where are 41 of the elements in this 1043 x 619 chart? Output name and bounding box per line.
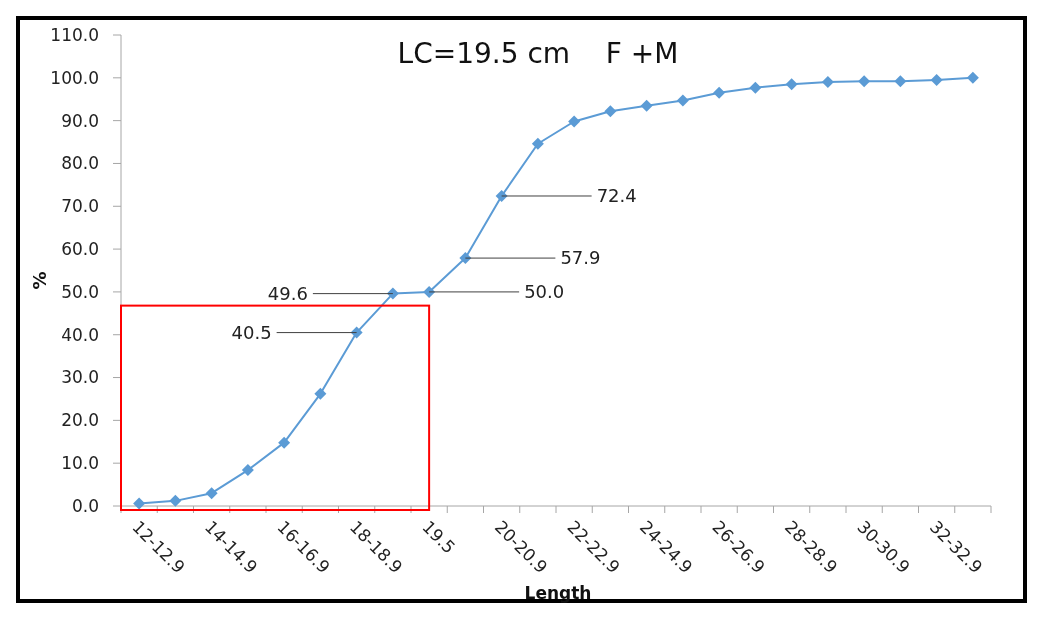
- y-tick-label: 50.0: [61, 281, 99, 302]
- point: [930, 73, 943, 86]
- data-label: 50.0: [524, 281, 565, 303]
- y-tick-label: 110.0: [50, 24, 99, 45]
- point: [749, 81, 762, 94]
- y-tick-label: 90.0: [61, 110, 99, 131]
- point: [821, 76, 834, 89]
- point: [894, 75, 907, 88]
- point: [133, 497, 146, 510]
- point: [568, 115, 581, 128]
- point: [640, 99, 653, 112]
- point: [278, 436, 291, 449]
- x-axis-title: Length: [524, 583, 592, 603]
- point: [241, 464, 254, 477]
- point: [676, 94, 689, 107]
- point: [169, 494, 182, 507]
- point: [966, 71, 979, 84]
- point: [858, 75, 871, 88]
- y-axis-title: %: [29, 271, 50, 290]
- point: [386, 287, 399, 300]
- y-tick-label: 100.0: [50, 67, 99, 88]
- chart-title: LC=19.5 cm F +M: [397, 37, 679, 70]
- y-tick-label: 60.0: [61, 239, 99, 260]
- y-tick-label: 10.0: [61, 453, 99, 474]
- data-label: 72.4: [596, 185, 637, 207]
- data-label: 49.6: [267, 282, 308, 304]
- data-label: 57.9: [560, 247, 601, 269]
- y-tick-label: 30.0: [61, 367, 99, 388]
- point: [713, 86, 726, 99]
- point: [314, 387, 327, 400]
- y-tick-label: 80.0: [61, 153, 99, 174]
- y-tick-label: 0.0: [71, 495, 99, 516]
- point: [205, 487, 218, 500]
- y-tick-label: 20.0: [61, 410, 99, 431]
- y-tick-label: 70.0: [61, 196, 99, 217]
- point: [785, 78, 798, 91]
- point: [531, 137, 544, 150]
- point: [350, 326, 363, 339]
- y-tick-label: 40.0: [61, 324, 99, 345]
- data-label: 40.5: [231, 321, 272, 343]
- point: [604, 105, 617, 118]
